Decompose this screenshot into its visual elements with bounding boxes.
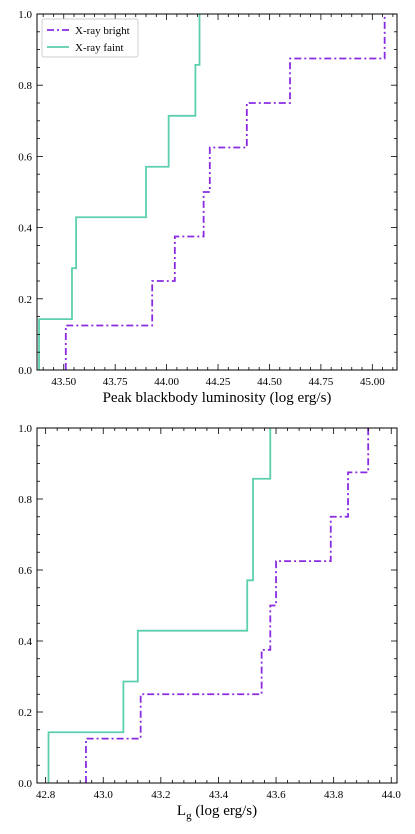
y-tick-label: 0.4 [18,636,32,648]
y-tick-label: 0.4 [18,223,32,235]
x-tick-label: 44.75 [309,376,334,388]
x-tick-label: 44.25 [206,376,231,388]
y-tick-label: 0.0 [18,365,32,377]
x-tick-label: 44.00 [154,376,179,388]
series-line-x-ray-bright [85,428,370,783]
y-tick-label: 0.8 [18,494,32,506]
x-tick-label: 44.50 [257,376,282,388]
legend: X-ray bright X-ray faint [41,18,139,58]
y-tick-label: 0.2 [18,294,32,306]
legend-label: X-ray bright [75,25,130,37]
y-tick-label: 0.6 [18,151,32,163]
plot-frame [36,427,398,784]
top-chart-panel: 43.50 43.75 44.00 44.25 44.50 44.75 45.00 0.0 0.… [18,9,398,406]
x-tick-label: 43.4 [209,789,229,801]
y-tick-label: 0.2 [18,707,32,719]
x-tick-label: 43.8 [324,789,344,801]
x-tick-label: 43.0 [94,789,114,801]
bottom-chart-panel: 42.8 43.0 43.2 43.4 43.6 43.8 44.0 0.0 0.2 0.4 0.6… [18,423,401,822]
y-tick-label: 0.8 [18,80,32,92]
x-axis-label: Lg (log erg/s) [177,803,257,822]
y-tick-label: 0.0 [18,778,32,790]
x-tick-label: 43.6 [266,789,286,801]
y-tick-label: 1.0 [18,423,32,435]
plot-frame [36,13,398,371]
x-tick-label: 42.8 [36,789,56,801]
x-tick-label: 43.75 [103,376,128,388]
x-tick-label: 45.00 [360,376,385,388]
y-tick-label: 1.0 [18,9,32,21]
series-line-x-ray-faint [38,14,201,370]
x-axis-label: Peak blackbody luminosity (log erg/s) [103,390,332,406]
x-tick-label: 44.0 [382,789,402,801]
y-tick-label: 0.6 [18,565,32,577]
series-line-x-ray-faint [47,428,272,783]
x-tick-label: 43.50 [51,376,76,388]
legend-label: X-ray faint [75,42,124,54]
series-line-x-ray-bright [64,14,386,370]
x-tick-label: 43.2 [151,789,170,801]
